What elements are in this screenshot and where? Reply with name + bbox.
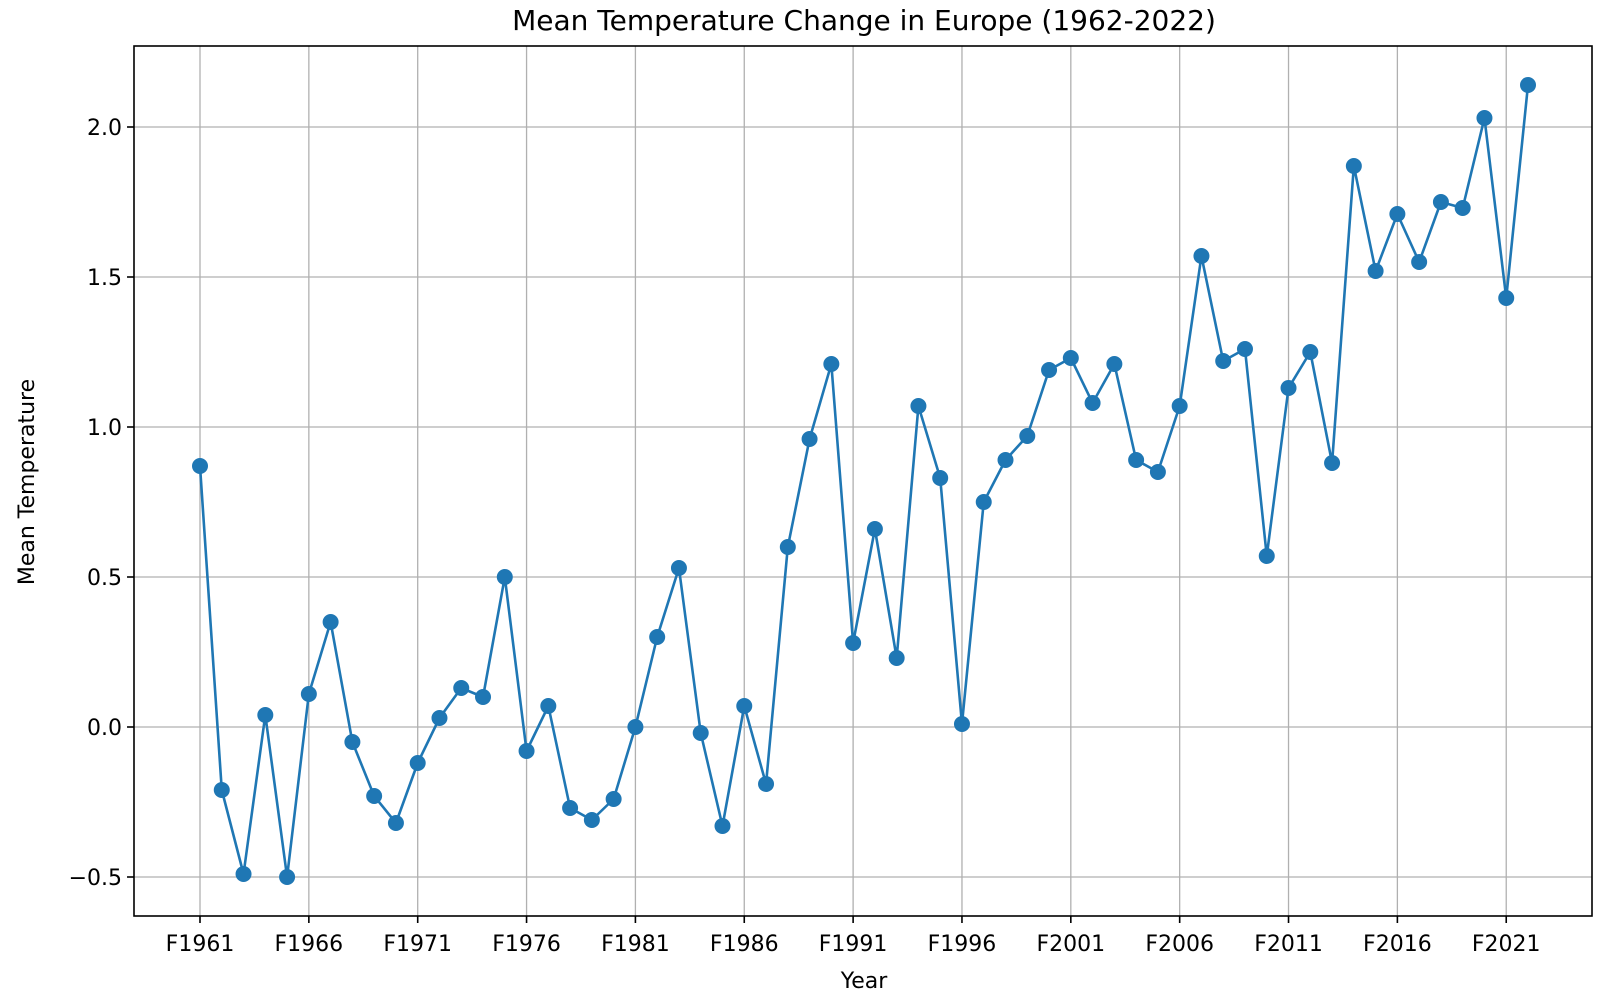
data-point: [845, 635, 862, 651]
chart-title: Mean Temperature Change in Europe (1962-…: [512, 4, 1216, 37]
data-point: [1106, 356, 1123, 372]
data-point: [649, 629, 666, 645]
data-point: [1236, 341, 1253, 357]
x-tick-label: F1981: [601, 932, 670, 957]
y-tick-label: 0.0: [87, 716, 122, 741]
data-point: [910, 398, 927, 414]
y-tick-label: 2.0: [87, 116, 122, 141]
data-point: [1171, 398, 1188, 414]
data-point: [801, 431, 818, 447]
data-point: [540, 698, 557, 714]
data-point: [1302, 344, 1319, 360]
x-tick-label: F1996: [928, 932, 997, 957]
data-point: [344, 734, 361, 750]
data-point: [496, 569, 513, 585]
data-point: [888, 650, 905, 666]
data-point: [279, 869, 296, 885]
x-tick-label: F1991: [819, 932, 888, 957]
data-point: [1454, 200, 1471, 216]
x-tick-label: F1976: [492, 932, 561, 957]
data-point: [1149, 464, 1166, 480]
x-tick-label: F2006: [1145, 932, 1214, 957]
data-point: [1193, 248, 1210, 264]
data-point: [670, 560, 687, 576]
x-tick-labels: F1961 F1966 F1971 F1976 F1981 F1986 F1991 F1996…: [166, 932, 1541, 957]
data-point: [583, 812, 600, 828]
data-point: [866, 521, 883, 537]
data-point: [192, 458, 208, 474]
data-point: [235, 866, 252, 882]
data-point: [1215, 353, 1232, 369]
series-layer: [192, 77, 1536, 885]
data-point: [975, 494, 992, 510]
data-point: [1128, 452, 1145, 468]
data-point: [758, 776, 775, 792]
x-tick-label: F1971: [383, 932, 452, 957]
data-point: [1520, 77, 1536, 93]
data-point: [627, 719, 644, 735]
x-axis-label: Year: [840, 969, 889, 994]
x-tick-label: F2011: [1254, 932, 1323, 957]
data-point: [518, 743, 535, 759]
data-point: [997, 452, 1014, 468]
data-point: [475, 689, 492, 705]
data-point: [1432, 194, 1449, 210]
plot-frame: [133, 45, 1593, 917]
data-point: [257, 707, 274, 723]
data-point: [387, 815, 404, 831]
data-point: [322, 614, 339, 630]
grid-lines: [134, 46, 1592, 916]
data-point: [1367, 263, 1384, 279]
data-point: [431, 710, 448, 726]
y-tick-label: −0.5: [69, 866, 122, 891]
data-point: [300, 686, 317, 702]
y-tick-label: 0.5: [87, 566, 122, 591]
x-tick-label: F1966: [275, 932, 344, 957]
axis-ticks: [127, 126, 1508, 923]
data-point: [1280, 380, 1297, 396]
data-point: [823, 356, 840, 372]
x-tick-label: F2016: [1363, 932, 1432, 957]
data-point: [714, 818, 731, 834]
x-tick-label: F1961: [166, 932, 235, 957]
x-tick-label: F1986: [710, 932, 779, 957]
data-point: [953, 716, 970, 732]
data-point: [736, 698, 753, 714]
data-point: [1476, 110, 1493, 126]
data-point: [1345, 158, 1362, 174]
data-point: [1062, 350, 1079, 366]
data-point: [1019, 428, 1036, 444]
x-tick-label: F2001: [1036, 932, 1105, 957]
y-tick-label: 1.0: [87, 416, 122, 441]
data-point: [1498, 290, 1515, 306]
y-tick-labels: −0.5 0.0 0.5 1.0 1.5 2.0: [69, 116, 122, 891]
data-point: [1041, 362, 1058, 378]
data-point: [1084, 395, 1101, 411]
data-point: [1258, 548, 1275, 564]
data-point: [692, 725, 709, 741]
data-point: [213, 782, 230, 798]
data-point: [932, 470, 949, 486]
data-point: [453, 680, 470, 696]
data-point: [1411, 254, 1428, 270]
data-point: [562, 800, 579, 816]
x-tick-label: F2021: [1472, 932, 1541, 957]
data-point: [1389, 206, 1406, 222]
data-point: [366, 788, 383, 804]
data-point: [1324, 455, 1341, 471]
data-point: [605, 791, 622, 807]
y-axis-label: Mean Temperature: [15, 379, 40, 585]
y-tick-label: 1.5: [87, 266, 122, 291]
data-point: [779, 539, 796, 555]
data-point: [409, 755, 426, 771]
